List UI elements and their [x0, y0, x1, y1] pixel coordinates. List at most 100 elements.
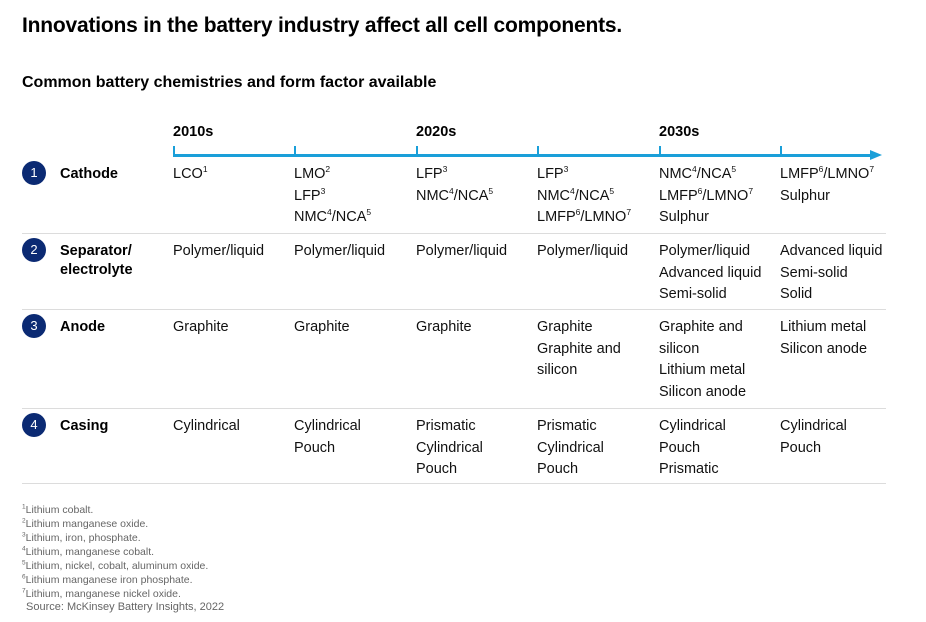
footnote-marker: 4: [22, 545, 26, 553]
page-title: Innovations in the battery industry affe…: [22, 14, 623, 37]
table-cell: Cylindrical Pouch Prismatic: [659, 416, 726, 481]
timeline-tick: [416, 146, 418, 155]
table-cell: Lithium metal Silicon anode: [780, 317, 867, 360]
cell-line: LMFP6/LMNO7: [537, 207, 632, 225]
footnote-marker: 2: [22, 517, 26, 525]
cell-line: LCO1: [173, 164, 208, 182]
cell-line: Semi-solid: [780, 264, 848, 281]
footnote-marker: 2: [325, 164, 331, 175]
row-number-badge: 4: [22, 413, 46, 437]
row-divider: [22, 233, 886, 234]
cell-line: Polymer/liquid: [537, 243, 629, 259]
cell-line: Pouch: [416, 461, 458, 477]
footnote-marker: 4: [327, 207, 332, 218]
timeline-tick: [537, 146, 539, 155]
decade-label-2030s: 2030s: [659, 124, 700, 140]
footnote-marker: 1: [202, 164, 208, 175]
table-cell: Cylindrical Pouch: [294, 416, 361, 459]
footnote-marker: 4: [449, 185, 454, 196]
cell-line: LMFP6/LMNO7: [780, 164, 875, 182]
footnote-marker: 5: [488, 185, 494, 196]
row-divider: [22, 408, 886, 409]
timeline-axis: [173, 154, 873, 157]
cell-line: NMC4/NCA5: [537, 185, 615, 204]
footnote-item: 7Lithium, manganese nickel oxide.: [22, 587, 181, 600]
table-cell: Graphite: [294, 317, 350, 339]
footnote-marker: 3: [22, 531, 26, 539]
footnote-marker: 6: [818, 164, 824, 175]
table-cell: Graphite and silicon Lithium metal Silicon …: [659, 317, 746, 403]
footnote-marker: 5: [609, 185, 615, 196]
row-number-badge: 3: [22, 314, 46, 338]
row-number-badge: 2: [22, 238, 46, 262]
timeline-tick: [780, 146, 782, 155]
cell-line: NMC4/NCA5: [416, 185, 494, 204]
table-cell: Cylindrical: [173, 416, 240, 438]
timeline-tick: [173, 146, 175, 155]
cell-line: Advanced liquid: [659, 264, 762, 281]
footnote-item: 1Lithium cobalt.: [22, 503, 94, 516]
decade-label-2010s: 2010s: [173, 124, 214, 140]
source-note: Source: McKinsey Battery Insights, 2022: [26, 601, 225, 613]
cell-line: Silicon anode: [659, 383, 747, 400]
table-cell: NMC4/NCA5 LMFP6/LMNO7 Sulphur: [659, 164, 753, 229]
cell-line: Cylindrical: [780, 418, 847, 434]
footnote-marker: 6: [575, 207, 581, 218]
cell-line: Polymer/liquid: [659, 243, 751, 259]
row-divider: [22, 309, 886, 310]
cell-line: Graphite: [537, 319, 593, 335]
footnote-item: 3Lithium, iron, phosphate.: [22, 531, 141, 544]
timeline-tick: [659, 146, 661, 155]
cell-line: Silicon anode: [780, 340, 868, 357]
row-label: Cathode: [60, 166, 118, 182]
cell-line: Cylindrical: [537, 439, 604, 456]
cell-line: LMO2: [294, 164, 331, 182]
cell-line: Pouch: [294, 439, 336, 456]
decade-label-2020s: 2020s: [416, 124, 457, 140]
table-cell: Polymer/liquid: [173, 241, 264, 263]
footnote-marker: 1: [22, 503, 26, 511]
cell-line: silicon: [659, 340, 700, 357]
footnote-marker: 7: [22, 587, 26, 595]
footnote-item: 5Lithium, nickel, cobalt, aluminum oxide…: [22, 559, 209, 572]
footnote-marker: 3: [442, 164, 448, 175]
footnotes: 1Lithium cobalt. 2Lithium manganese oxide…: [22, 503, 208, 601]
cell-line: Pouch: [659, 439, 701, 456]
cell-line: Graphite: [416, 319, 472, 335]
row-number-badge: 1: [22, 161, 46, 185]
cell-line: Graphite and: [659, 319, 743, 335]
table-cell: Polymer/liquid: [537, 241, 628, 263]
cell-line: Sulphur: [659, 209, 709, 225]
footnote-marker: 6: [697, 185, 703, 196]
cell-line: Solid: [780, 286, 813, 302]
table-cell: Graphite: [173, 317, 229, 339]
cell-line: Lithium metal: [780, 319, 867, 335]
footnote-marker: 5: [731, 164, 737, 175]
footnote-item: 4Lithium, manganese cobalt.: [22, 545, 155, 558]
footnote-marker: 6: [22, 573, 26, 581]
table-cell: LMFP6/LMNO7 Sulphur: [780, 164, 874, 207]
cell-line: Prismatic: [416, 418, 476, 434]
table-cell: LMO2 LFP3 NMC4/NCA5: [294, 164, 371, 229]
cell-line: Prismatic: [659, 461, 719, 477]
table-cell: Polymer/liquid Advanced liquid Semi-solid: [659, 241, 761, 306]
cell-line: LFP3: [416, 164, 448, 182]
cell-line: NMC4/NCA5: [659, 164, 737, 182]
cell-line: LFP3: [537, 164, 569, 182]
cell-line: NMC4/NCA5: [294, 207, 372, 225]
footnote-item: 6Lithium manganese iron phosphate.: [22, 573, 193, 586]
footnote-marker: 4: [692, 164, 697, 175]
table-cell: Polymer/liquid: [416, 241, 507, 263]
row-label: Anode: [60, 319, 106, 335]
timeline-arrow-icon: [870, 150, 882, 160]
cell-line: Sulphur: [780, 187, 830, 204]
table-cell: LFP3 NMC4/NCA5 LMFP6/LMNO7: [537, 164, 631, 229]
cell-line: Advanced liquid: [780, 243, 883, 259]
footnote-marker: 7: [748, 185, 754, 196]
cell-line: Polymer/liquid: [173, 243, 265, 259]
cell-line: LMFP6/LMNO7: [659, 185, 754, 204]
footnote-marker: 4: [570, 185, 575, 196]
table-cell: Advanced liquid Semi-solid Solid: [780, 241, 882, 306]
cell-line: Polymer/liquid: [294, 243, 386, 259]
footnote-marker: 7: [626, 207, 632, 218]
